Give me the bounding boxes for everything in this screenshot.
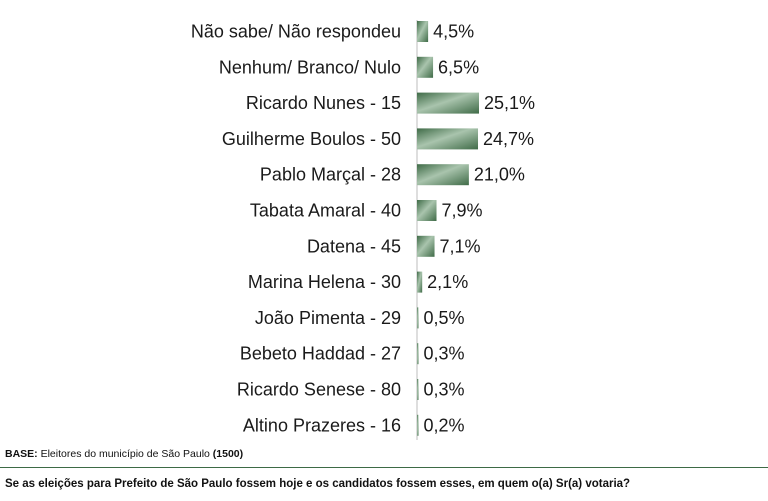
value-label: 0,2%: [424, 415, 465, 435]
bar-chart: Não sabe/ Não respondeu 4,5% Nenhum/ Branc…: [191, 20, 535, 440]
category-label: Marina Helena - 30: [248, 272, 401, 292]
value-label: 2,1%: [427, 272, 468, 292]
base-label: BASE:: [5, 448, 38, 460]
base-text: Eleitores do município de São Paulo: [37, 448, 213, 460]
value-label: 7,1%: [440, 236, 481, 256]
category-label: Tabata Amaral - 40: [250, 201, 401, 221]
value-label: 25,1%: [484, 93, 535, 113]
category-label: Datena - 45: [307, 236, 401, 256]
value-label: 24,7%: [483, 129, 534, 149]
base-count: (1500): [212, 448, 244, 460]
category-label: João Pimenta - 29: [255, 308, 401, 328]
bar: [417, 200, 437, 221]
value-label: 6,5%: [438, 57, 479, 77]
value-label: 7,9%: [442, 201, 483, 221]
category-label: Pablo Marçal - 28: [260, 165, 401, 185]
bar: [417, 343, 419, 365]
value-label: 21,0%: [474, 165, 525, 185]
category-label: Guilherme Boulos - 50: [222, 129, 401, 149]
survey-question: Se as eleições para Prefeito de São Paul…: [5, 478, 631, 490]
bar: [417, 164, 469, 186]
bar: [417, 307, 419, 329]
bar: [417, 414, 419, 436]
category-label: Ricardo Nunes - 15: [246, 93, 401, 113]
value-label: 0,5%: [424, 308, 465, 328]
bar: [417, 271, 423, 293]
footer-divider: [0, 467, 768, 468]
bar: [417, 21, 429, 42]
bar: [417, 235, 435, 257]
category-label: Nenhum/ Branco/ Nulo: [219, 57, 401, 77]
bar: [417, 379, 419, 400]
category-label: Bebeto Haddad - 27: [240, 344, 401, 364]
bar: [417, 56, 434, 78]
value-label: 0,3%: [424, 380, 465, 400]
category-label: Altino Prazeres - 16: [243, 415, 401, 435]
bar: [417, 128, 479, 150]
bar: [417, 92, 479, 114]
category-label: Ricardo Senese - 80: [237, 380, 401, 400]
value-label: 4,5%: [433, 22, 474, 42]
value-label: 0,3%: [424, 344, 465, 364]
base-note: BASE: Eleitores do município de São Paul…: [5, 448, 243, 460]
category-label: Não sabe/ Não respondeu: [191, 22, 401, 42]
